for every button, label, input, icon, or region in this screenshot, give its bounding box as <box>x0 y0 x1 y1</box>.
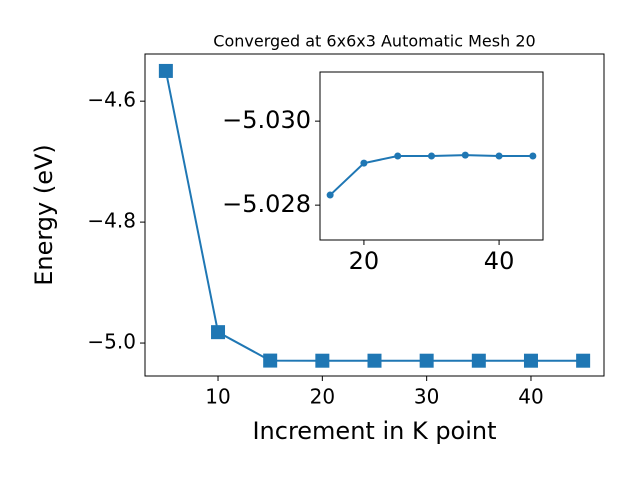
x-tick-label: 20 <box>310 385 335 409</box>
axes-frame <box>319 71 544 241</box>
x-tick-label: 30 <box>414 385 439 409</box>
axes-frame <box>144 53 605 377</box>
point <box>461 151 469 159</box>
y-tick-label: −4.8 <box>87 209 136 233</box>
y-tick-label: −5.0 <box>87 330 136 354</box>
chart-title: Converged at 6x6x3 Automatic Mesh 20 <box>213 32 535 51</box>
point <box>529 152 537 160</box>
y-axis-label: Energy (eV) <box>30 144 58 286</box>
point <box>360 159 368 167</box>
point <box>367 353 382 368</box>
point <box>315 353 330 368</box>
point <box>576 353 591 368</box>
point <box>495 152 503 160</box>
x-tick-label: 20 <box>349 247 380 275</box>
point <box>263 353 278 368</box>
point <box>471 353 486 368</box>
y-tick-label: −5.030 <box>222 106 311 134</box>
y-tick-label: −4.6 <box>87 88 136 112</box>
x-tick-label: 40 <box>518 385 543 409</box>
x-tick-label: 40 <box>484 247 515 275</box>
point <box>326 191 334 199</box>
y-tick-label: −5.028 <box>222 190 311 218</box>
point <box>428 152 435 160</box>
x-axis-label: Increment in K point <box>252 417 496 445</box>
point <box>419 353 434 368</box>
point <box>211 325 226 340</box>
point <box>394 152 402 160</box>
point <box>523 353 538 368</box>
x-tick-label: 10 <box>205 385 230 409</box>
point <box>158 63 173 78</box>
